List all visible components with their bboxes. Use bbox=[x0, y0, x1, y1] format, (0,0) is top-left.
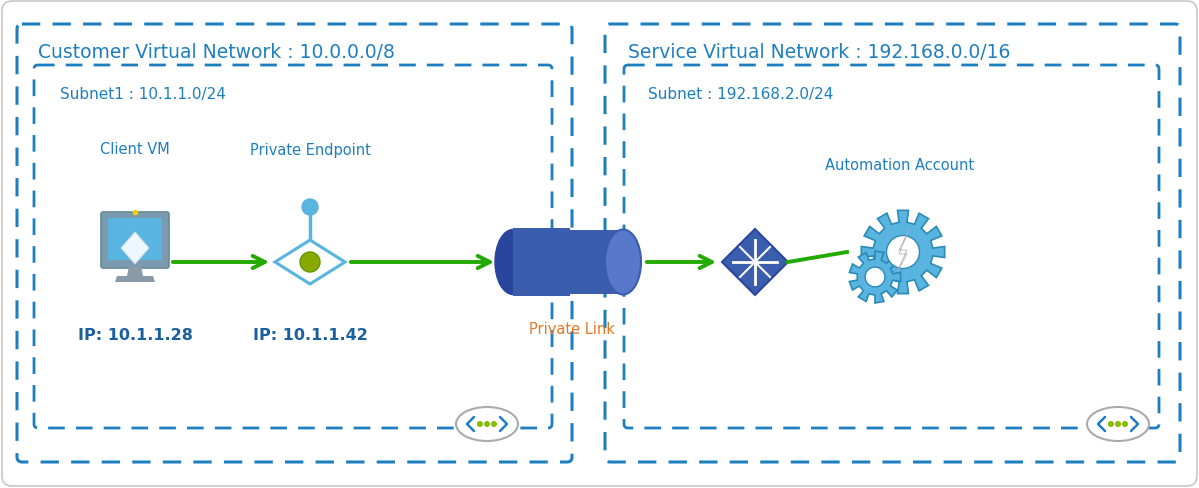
Circle shape bbox=[484, 421, 490, 427]
Circle shape bbox=[866, 267, 885, 287]
Circle shape bbox=[1108, 421, 1114, 427]
FancyBboxPatch shape bbox=[17, 25, 572, 462]
Circle shape bbox=[1115, 421, 1121, 427]
Text: Private Endpoint: Private Endpoint bbox=[249, 142, 370, 157]
Polygon shape bbox=[115, 276, 155, 283]
Polygon shape bbox=[897, 230, 909, 272]
Circle shape bbox=[886, 236, 920, 269]
Ellipse shape bbox=[495, 230, 531, 295]
Polygon shape bbox=[275, 241, 345, 285]
Polygon shape bbox=[121, 232, 149, 264]
Circle shape bbox=[477, 421, 483, 427]
Text: Client VM: Client VM bbox=[101, 142, 170, 157]
Circle shape bbox=[302, 200, 318, 216]
Circle shape bbox=[300, 252, 320, 272]
FancyBboxPatch shape bbox=[101, 213, 169, 268]
Polygon shape bbox=[127, 266, 143, 276]
FancyBboxPatch shape bbox=[34, 66, 552, 428]
Circle shape bbox=[1122, 421, 1128, 427]
Text: Private Link: Private Link bbox=[529, 322, 615, 337]
Text: IP: 10.1.1.42: IP: 10.1.1.42 bbox=[253, 327, 367, 342]
FancyBboxPatch shape bbox=[108, 219, 162, 261]
FancyBboxPatch shape bbox=[623, 66, 1159, 428]
Ellipse shape bbox=[456, 407, 518, 441]
Polygon shape bbox=[722, 229, 788, 295]
Text: Automation Account: Automation Account bbox=[825, 157, 975, 172]
Ellipse shape bbox=[605, 230, 641, 295]
Text: Subnet1 : 10.1.1.0/24: Subnet1 : 10.1.1.0/24 bbox=[60, 87, 225, 102]
Polygon shape bbox=[513, 228, 570, 296]
Ellipse shape bbox=[1087, 407, 1149, 441]
FancyBboxPatch shape bbox=[605, 25, 1180, 462]
Text: IP: 10.1.1.28: IP: 10.1.1.28 bbox=[78, 327, 192, 342]
Polygon shape bbox=[849, 251, 900, 304]
Text: Customer Virtual Network : 10.0.0.0/8: Customer Virtual Network : 10.0.0.0/8 bbox=[38, 42, 394, 61]
Circle shape bbox=[492, 421, 498, 427]
Polygon shape bbox=[513, 230, 623, 294]
Text: Subnet : 192.168.2.0/24: Subnet : 192.168.2.0/24 bbox=[647, 87, 833, 102]
Polygon shape bbox=[861, 211, 945, 294]
Text: Service Virtual Network : 192.168.0.0/16: Service Virtual Network : 192.168.0.0/16 bbox=[628, 42, 1011, 61]
